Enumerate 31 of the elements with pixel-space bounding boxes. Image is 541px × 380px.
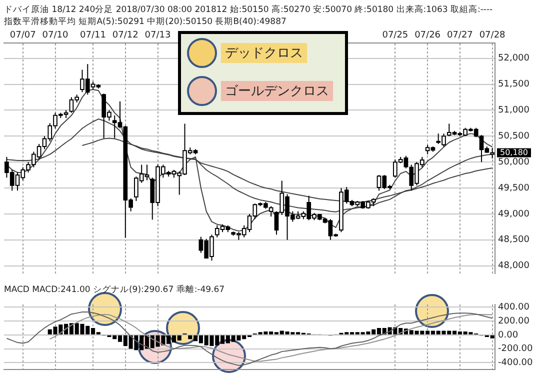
note-box: デッドクロス ゴールデンクロス — [178, 31, 348, 115]
y-tick-label: 50,500 — [498, 132, 530, 142]
y-tick-label: 49,000 — [498, 209, 530, 220]
y-tick-label: 48,000 — [498, 261, 530, 272]
x-tick-label: 07/07 — [10, 30, 36, 41]
chart-title: ドバイ原油 18/12 240分足 2018/07/30 08:00 201812 始:50150 高:50270 安:50070 終:50180 出来高:1063 取組高:---- — [4, 4, 493, 16]
x-tick-label: 07/13 — [144, 30, 171, 41]
y-tick-label: 52,000 — [498, 54, 530, 64]
x-tick-label: 07/25 — [382, 30, 408, 41]
chart-subtitle: 指数平滑移動平均 短期A(5):50291 中期(20):50150 長期B(40):49887 — [4, 16, 286, 28]
x-tick-label: 07/28 — [479, 30, 506, 41]
y-tick-label: 50,000 — [498, 157, 530, 168]
chart-title: MACD MACD:241.00 シグナル(9):290.67 乖離:-49.67 — [4, 284, 225, 296]
y-tick-label: 0.00 — [498, 330, 518, 340]
y-tick-label: -400.00 — [498, 358, 534, 368]
y-tick-label: 400.00 — [498, 302, 530, 313]
text: 50,180 — [500, 148, 528, 157]
y-tick-label: 48,500 — [498, 235, 530, 246]
x-tick-label: 07/26 — [414, 30, 441, 41]
x-tick-label: 07/27 — [446, 30, 473, 41]
y-tick-label: -200.00 — [498, 344, 534, 354]
y-tick-label: 49,500 — [498, 183, 530, 194]
x-tick-label: 07/11 — [80, 30, 106, 41]
y-tick-label: 51,500 — [498, 80, 530, 90]
x-tick-label: 07/10 — [42, 30, 68, 41]
candlestick — [490, 148, 494, 159]
y-tick-label: 200.00 — [498, 316, 530, 326]
y-tick-label: 51,000 — [498, 106, 530, 116]
annotation: デッドクロス — [221, 43, 307, 63]
annotation: ゴールデンクロス — [221, 81, 333, 101]
x-tick-label: 07/12 — [112, 30, 138, 41]
